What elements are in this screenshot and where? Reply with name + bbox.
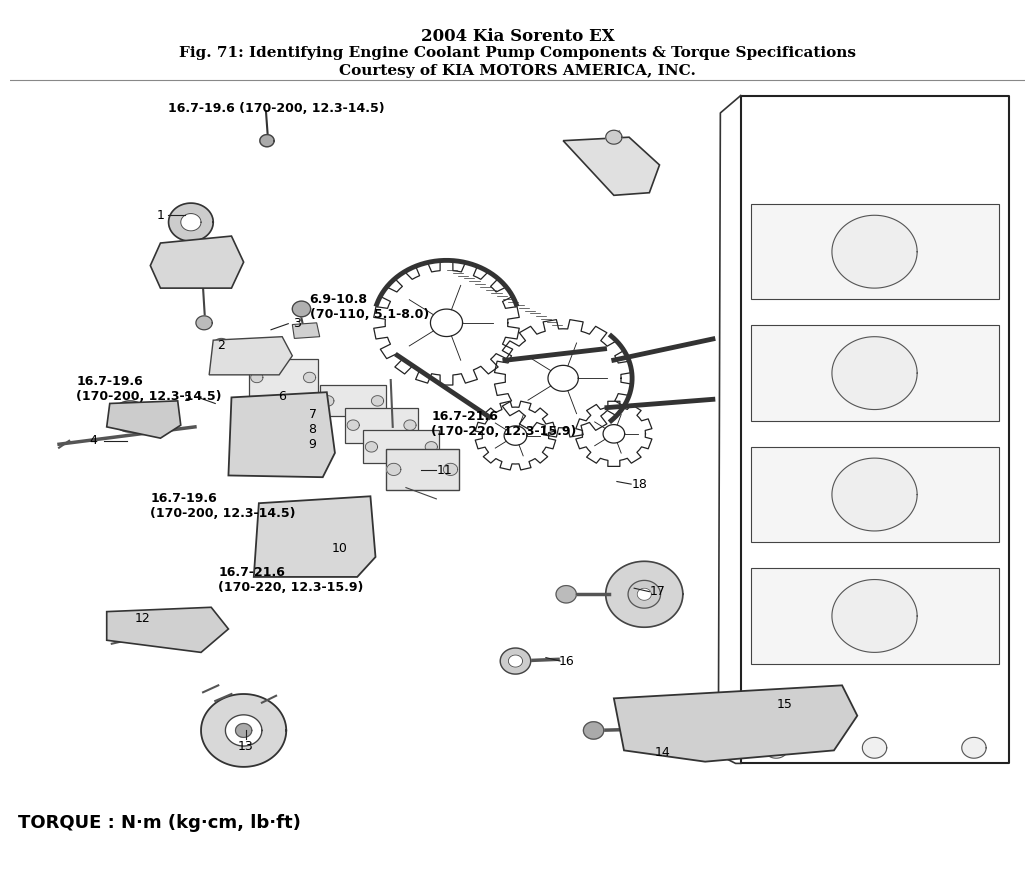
Polygon shape: [347, 420, 359, 430]
Polygon shape: [112, 401, 148, 432]
Bar: [750, 568, 1000, 664]
Polygon shape: [229, 392, 335, 477]
Polygon shape: [268, 340, 285, 354]
Text: 2: 2: [217, 339, 226, 352]
Polygon shape: [303, 528, 322, 544]
Polygon shape: [236, 724, 252, 737]
Text: 3: 3: [294, 317, 301, 330]
Polygon shape: [614, 685, 857, 762]
Polygon shape: [962, 737, 986, 758]
Polygon shape: [226, 715, 262, 746]
Text: 1: 1: [156, 209, 165, 222]
Polygon shape: [150, 236, 243, 289]
Polygon shape: [269, 427, 290, 444]
Polygon shape: [584, 722, 603, 739]
Bar: [320, 385, 386, 417]
Text: 16.7-21.6
(170-220, 12.3-15.9): 16.7-21.6 (170-220, 12.3-15.9): [432, 410, 576, 437]
Polygon shape: [260, 135, 274, 147]
Text: 16.7-19.6 (170-200, 12.3-14.5): 16.7-19.6 (170-200, 12.3-14.5): [168, 102, 384, 115]
Bar: [345, 408, 418, 442]
Text: 10: 10: [332, 542, 348, 555]
Polygon shape: [107, 401, 181, 438]
Text: 11: 11: [437, 464, 452, 477]
Polygon shape: [196, 316, 212, 330]
Polygon shape: [292, 323, 320, 338]
Polygon shape: [862, 737, 887, 758]
Text: 18: 18: [631, 478, 647, 490]
Polygon shape: [443, 464, 457, 475]
Polygon shape: [500, 648, 531, 674]
Polygon shape: [107, 607, 229, 652]
Polygon shape: [832, 580, 917, 652]
Polygon shape: [832, 336, 917, 410]
Polygon shape: [181, 213, 201, 231]
Polygon shape: [750, 701, 792, 735]
Bar: [750, 204, 1000, 299]
Polygon shape: [387, 464, 401, 475]
Text: 6: 6: [278, 390, 286, 403]
Polygon shape: [628, 581, 660, 608]
Polygon shape: [763, 712, 779, 725]
Polygon shape: [638, 589, 651, 600]
Bar: [386, 449, 459, 490]
Polygon shape: [213, 338, 230, 352]
Text: 7: 7: [308, 408, 317, 421]
Text: 14: 14: [655, 746, 671, 759]
Text: 12: 12: [135, 612, 150, 625]
Polygon shape: [322, 396, 334, 406]
Text: Fig. 71: Identifying Engine Coolant Pump Components & Torque Specifications: Fig. 71: Identifying Engine Coolant Pump…: [179, 46, 856, 60]
Text: 17: 17: [650, 585, 666, 598]
Text: Courtesy of KIA MOTORS AMERICA, INC.: Courtesy of KIA MOTORS AMERICA, INC.: [339, 65, 696, 79]
Polygon shape: [169, 204, 213, 242]
Text: 16.7-19.6
(170-200, 12.3-14.5): 16.7-19.6 (170-200, 12.3-14.5): [77, 375, 221, 403]
Polygon shape: [605, 130, 622, 144]
Polygon shape: [114, 616, 135, 634]
Polygon shape: [832, 458, 917, 531]
Text: 9: 9: [308, 438, 317, 450]
Polygon shape: [508, 655, 523, 667]
Text: 5: 5: [184, 391, 191, 404]
Polygon shape: [246, 408, 312, 464]
Polygon shape: [292, 301, 310, 317]
Polygon shape: [563, 137, 659, 196]
Polygon shape: [303, 373, 316, 382]
Bar: [750, 447, 1000, 543]
Text: 16: 16: [558, 655, 574, 667]
Polygon shape: [556, 586, 576, 603]
Polygon shape: [250, 373, 263, 382]
Polygon shape: [209, 336, 292, 375]
Bar: [363, 430, 440, 464]
Text: 2004 Kia Sorento EX: 2004 Kia Sorento EX: [420, 28, 615, 45]
Text: 16.7-19.6
(170-200, 12.3-14.5): 16.7-19.6 (170-200, 12.3-14.5): [150, 492, 296, 519]
Text: 16.7-21.6
(170-220, 12.3-15.9): 16.7-21.6 (170-220, 12.3-15.9): [218, 566, 363, 594]
Text: 13: 13: [238, 740, 254, 752]
Polygon shape: [832, 215, 917, 289]
Text: 15: 15: [776, 698, 792, 711]
Text: 6.9-10.8
(70-110, 5.1-8.0): 6.9-10.8 (70-110, 5.1-8.0): [309, 293, 428, 321]
Text: 4: 4: [90, 435, 97, 447]
Polygon shape: [285, 512, 341, 560]
Polygon shape: [254, 496, 376, 577]
Polygon shape: [764, 737, 789, 758]
Polygon shape: [425, 442, 438, 452]
Text: 8: 8: [308, 423, 317, 436]
Bar: [750, 326, 1000, 421]
Polygon shape: [404, 420, 416, 430]
Text: TORQUE : N·m (kg·cm, lb·ft): TORQUE : N·m (kg·cm, lb·ft): [19, 813, 301, 832]
Polygon shape: [201, 694, 287, 767]
Polygon shape: [605, 561, 683, 627]
Bar: [248, 359, 318, 396]
Polygon shape: [372, 396, 384, 406]
Polygon shape: [365, 442, 378, 452]
